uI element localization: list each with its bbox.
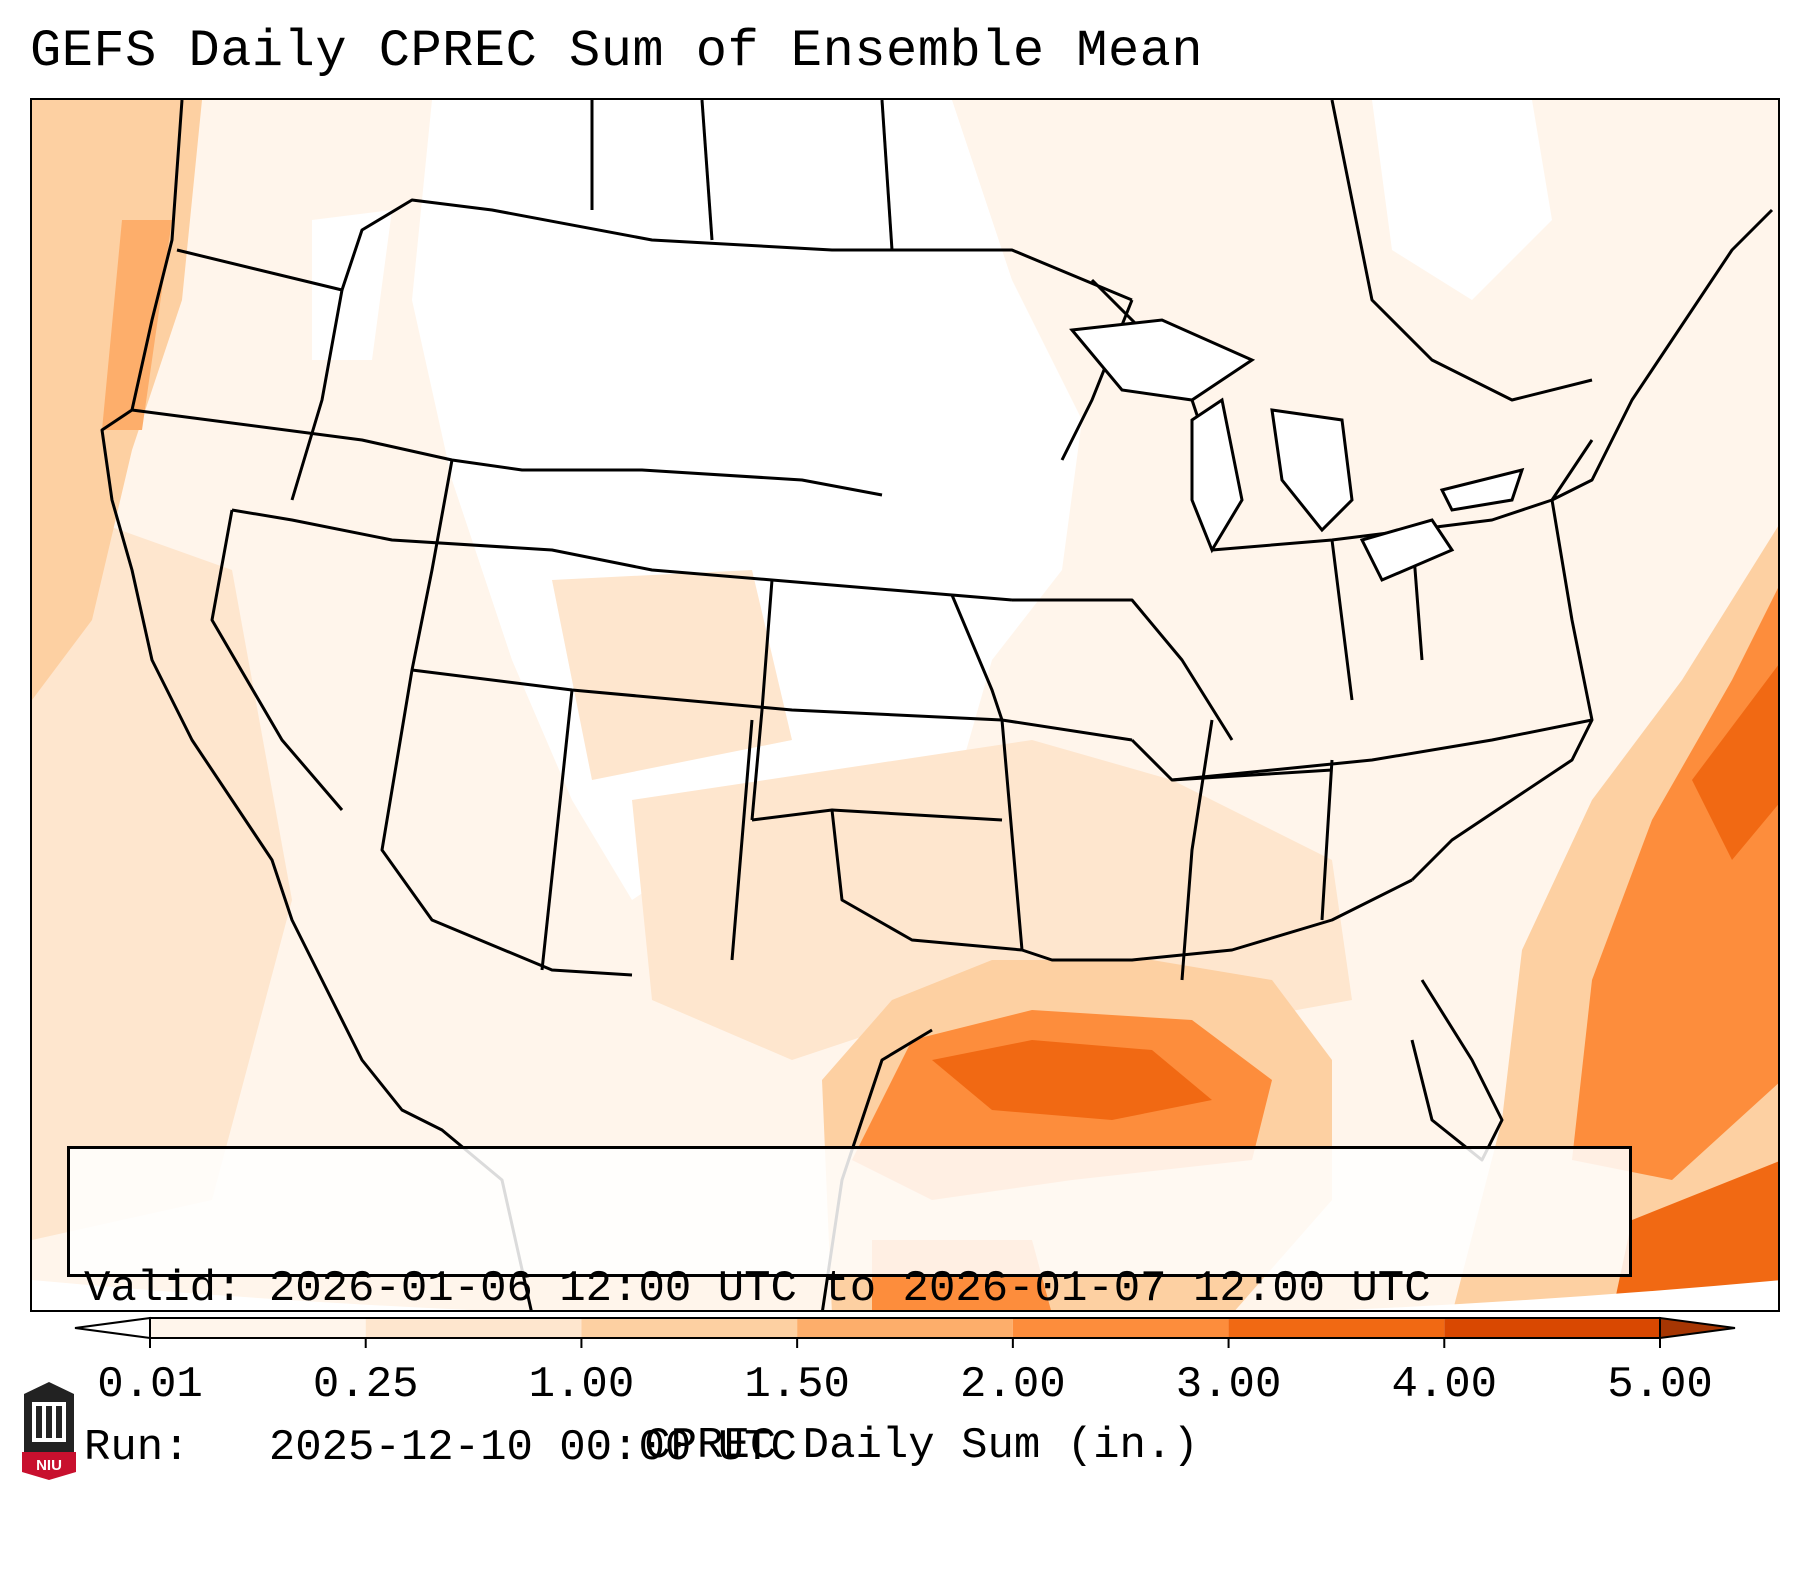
moderate-shading-rockies <box>552 570 792 780</box>
heavy-shading-atlantic-core <box>1692 665 1778 860</box>
colorbar-segment <box>1012 1318 1229 1338</box>
colorbar-segment <box>150 1318 366 1338</box>
colorbar-tick-label: 4.00 <box>1391 1360 1498 1410</box>
niu-logo: NIU <box>22 1382 76 1480</box>
colorbar-tick-label: 1.00 <box>528 1360 635 1410</box>
heavier-shading-coast-band <box>102 220 172 430</box>
valid-time-text: Valid: 2026-01-06 12:00 UTC to 2026-01-0… <box>84 1264 1431 1314</box>
valid-run-info-box: Valid: 2026-01-06 12:00 UTC to 2026-01-0… <box>67 1146 1632 1473</box>
state-boundaries <box>100 100 1774 1310</box>
niu-logo-text: NIU <box>36 1457 62 1474</box>
moderate-shading-pacific <box>32 520 292 1240</box>
colorbar-tick-label: 3.00 <box>1175 1360 1282 1410</box>
colorbar-segments <box>74 1316 1736 1348</box>
colorbar-tick-label: 0.25 <box>312 1360 419 1410</box>
page-title: GEFS Daily CPREC Sum of Ensemble Mean <box>30 22 1204 81</box>
colorbar-segment <box>1444 1318 1660 1338</box>
great-lakes <box>1069 318 1525 582</box>
colorbar-tick-label: 5.00 <box>1607 1360 1713 1410</box>
dry-canada-area <box>1372 100 1552 300</box>
colorbar-segment <box>365 1318 582 1338</box>
colorbar-segment <box>1228 1318 1445 1338</box>
colorbar-segment <box>797 1318 1013 1338</box>
colorbar-segment <box>581 1318 798 1338</box>
colorbar-under-triangle <box>74 1316 151 1340</box>
dry-northwest-area <box>312 210 392 360</box>
heavy-shading-gulf-core <box>932 1040 1212 1120</box>
colorbar-label: CPREC Daily Sum (in.) <box>644 1421 1199 1471</box>
heavy-shading-caribbean <box>1612 1161 1778 1310</box>
colorbar <box>74 1316 1736 1348</box>
projection-edge <box>32 1280 1778 1310</box>
colorbar-outline <box>149 1317 1661 1339</box>
colorbar-over-triangle <box>1659 1316 1736 1340</box>
colorbar-tick-label: 0.01 <box>97 1360 203 1410</box>
map-figure: GEFS Daily CPREC Sum of Ensemble Mean <box>22 22 1780 1480</box>
run-time-text: Run: 2025-12-10 00:00 UTC <box>84 1423 797 1473</box>
colorbar-tick-label: 2.00 <box>960 1360 1066 1410</box>
colorbar-tick-label: 1.50 <box>744 1360 850 1410</box>
